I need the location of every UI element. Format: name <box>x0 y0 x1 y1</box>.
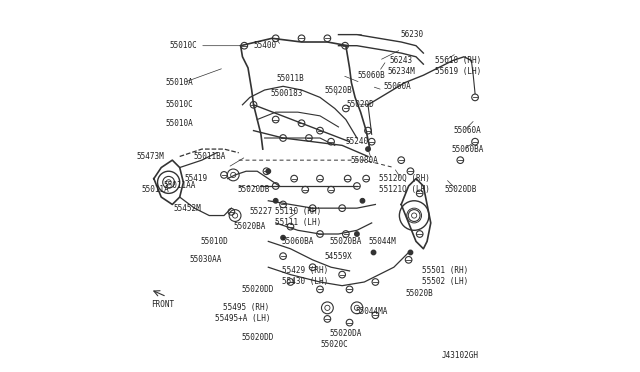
Circle shape <box>360 199 365 203</box>
Text: 55473M: 55473M <box>136 152 164 161</box>
Text: 55044M: 55044M <box>369 237 397 246</box>
Text: 56234M: 56234M <box>387 67 415 76</box>
Text: 55452M: 55452M <box>173 203 201 213</box>
Text: 55619 (LH): 55619 (LH) <box>435 67 481 76</box>
Text: 55020BA: 55020BA <box>234 222 266 231</box>
Text: 55060B: 55060B <box>358 71 385 80</box>
Text: 55400: 55400 <box>253 41 276 50</box>
Text: 55502 (LH): 55502 (LH) <box>422 278 468 286</box>
Text: 55121Q (LH): 55121Q (LH) <box>380 185 430 194</box>
Text: 55010C: 55010C <box>170 41 197 50</box>
Text: 55495 (RH): 55495 (RH) <box>223 303 269 312</box>
Text: 55110 (RH): 55110 (RH) <box>275 207 321 217</box>
Text: 55020DA: 55020DA <box>330 329 362 338</box>
Text: 55430 (LH): 55430 (LH) <box>282 278 328 286</box>
Text: FRONT: FRONT <box>152 300 175 309</box>
Text: 55618 (RH): 55618 (RH) <box>435 56 481 65</box>
Text: 55011AA: 55011AA <box>163 182 196 190</box>
Text: 55111 (LH): 55111 (LH) <box>275 218 321 227</box>
Text: 55044MA: 55044MA <box>355 307 388 316</box>
Text: 55011B: 55011B <box>276 74 305 83</box>
Text: 55011A: 55011A <box>142 185 170 194</box>
Text: 55020DD: 55020DD <box>241 333 273 342</box>
Text: 55060A: 55060A <box>454 126 481 135</box>
Text: J43102GH: J43102GH <box>442 351 479 360</box>
Text: 55011BA: 55011BA <box>193 152 225 161</box>
Circle shape <box>281 235 285 240</box>
Text: 55020D: 55020D <box>347 100 374 109</box>
Text: 55080A: 55080A <box>351 155 378 165</box>
Text: 56243: 56243 <box>390 56 413 65</box>
Text: 55020BA: 55020BA <box>330 237 362 246</box>
Text: 55227: 55227 <box>250 207 273 217</box>
Text: 55429 (RH): 55429 (RH) <box>282 266 328 275</box>
Text: 55010D: 55010D <box>201 237 228 246</box>
Text: 55030AA: 55030AA <box>189 255 221 264</box>
Circle shape <box>355 232 359 236</box>
Text: 55501 (RH): 55501 (RH) <box>422 266 468 275</box>
Text: 55419: 55419 <box>185 174 208 183</box>
Text: 55010C: 55010C <box>166 100 193 109</box>
Text: 55060BA: 55060BA <box>282 237 314 246</box>
Circle shape <box>273 199 278 203</box>
Text: 55020DB: 55020DB <box>444 185 477 194</box>
Text: 5500183: 5500183 <box>271 89 303 98</box>
Text: 55495+A (LH): 55495+A (LH) <box>214 314 270 323</box>
Circle shape <box>371 250 376 255</box>
Text: 55020DD: 55020DD <box>241 285 273 294</box>
Circle shape <box>266 169 271 173</box>
Text: 55010A: 55010A <box>166 119 193 128</box>
Text: 55240: 55240 <box>346 137 369 146</box>
Text: 55060BA: 55060BA <box>451 145 484 154</box>
Text: 55020DB: 55020DB <box>237 185 269 194</box>
Text: 54559X: 54559X <box>324 251 353 261</box>
Text: 55010A: 55010A <box>166 78 193 87</box>
Circle shape <box>366 147 370 151</box>
Text: 55120Q (RH): 55120Q (RH) <box>380 174 430 183</box>
Text: 55020C: 55020C <box>321 340 349 349</box>
Text: 55060A: 55060A <box>383 82 412 91</box>
Text: 55020B: 55020B <box>324 86 353 94</box>
Text: 56230: 56230 <box>401 30 424 39</box>
Circle shape <box>408 250 413 255</box>
Text: 55020B: 55020B <box>406 289 433 298</box>
